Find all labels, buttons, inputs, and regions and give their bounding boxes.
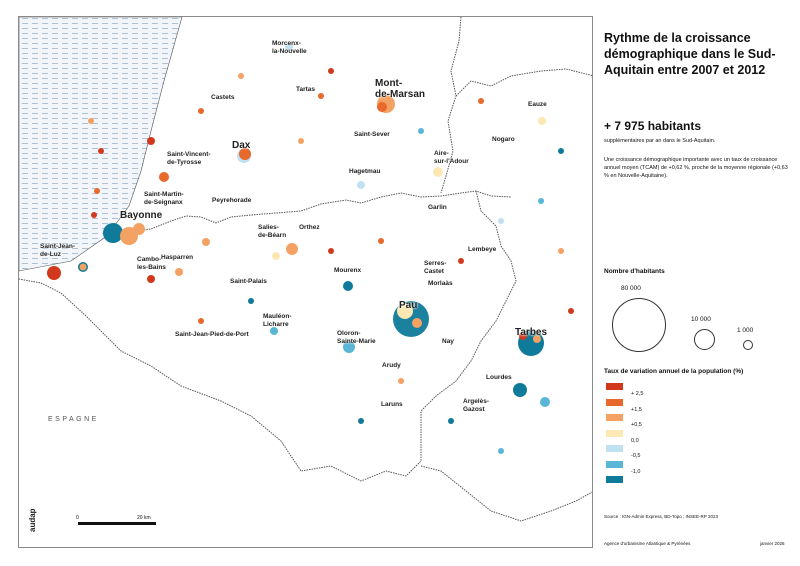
city-label: Mont- de-Marsan	[375, 78, 426, 100]
city-label: Orthez	[299, 224, 320, 231]
city-label: Salies- de-Béarn	[258, 224, 287, 239]
city-label: Argelès- Gazost	[463, 398, 490, 413]
department-boundary	[128, 190, 512, 233]
legend-color-swatch	[606, 414, 623, 421]
city-label: Bayonne	[120, 210, 163, 221]
city-label: Dax	[232, 140, 251, 151]
city-label: Saint-Palais	[230, 278, 267, 285]
city-label: Saint-Jean-Pied-de-Port	[175, 331, 249, 338]
legend-size-label-1000: 1 000	[737, 327, 754, 334]
legend-color-label: -1,0	[631, 468, 641, 475]
city-label: Pau	[399, 300, 418, 311]
legend-size-circle-1000	[743, 340, 753, 350]
city-label: Serres- Castet	[424, 260, 447, 275]
legend-color-swatch	[606, 460, 623, 468]
ocean-area	[19, 17, 183, 272]
legend-color-label: +0,5	[631, 422, 642, 428]
headline-sub: supplémentaires par an dans le Sud-Aquit…	[604, 138, 716, 144]
legend-size-circle-80000	[612, 298, 666, 352]
map-title: Rythme de la croissance démographique da…	[604, 31, 776, 77]
city-label: Mourenx	[334, 267, 362, 274]
city-label: Castets	[211, 94, 235, 101]
city-label: Lourdes	[486, 374, 512, 381]
city-label: Morcenx- la-Nouvelle	[272, 40, 307, 55]
date-note: janvier 2026	[760, 541, 785, 546]
legend-size-circle-10000	[694, 329, 715, 350]
city-label: Hagetmau	[349, 168, 381, 175]
city-label: Saint-Martin- de-Seignanx	[144, 191, 184, 206]
credit-note: Agence d'urbanisme Atlantique & Pyrénées	[604, 541, 691, 546]
scale-end-label: 20 km	[137, 515, 151, 521]
city-label: Saint-Vincent- de-Tyrosse	[167, 151, 211, 166]
description: Une croissance démographique importante …	[604, 157, 788, 179]
legend-color-label: + 2,5	[631, 391, 644, 397]
city-label: Nogaro	[492, 136, 515, 143]
legend-size-label-10000: 10 000	[691, 316, 711, 323]
legend-color-swatch	[606, 445, 623, 452]
city-label: Tarbes	[515, 327, 548, 338]
city-label: Oloron- Sainte-Marie	[337, 330, 376, 345]
city-label: Eauze	[528, 101, 547, 108]
scale-bar	[78, 522, 156, 525]
legend-color-swatch	[606, 476, 623, 483]
map-canvas	[19, 17, 592, 522]
headline-stat: + 7 975 habitants	[604, 119, 702, 133]
legend-size-label-80000: 80 000	[621, 285, 641, 292]
city-label: Saint-Sever	[354, 131, 390, 138]
city-label: Garlin	[428, 204, 447, 211]
map-frame	[18, 16, 593, 548]
city-label: Mauléon- Licharre	[263, 313, 292, 328]
city-label: Morlaàs	[428, 280, 453, 287]
legend-color-label: 0,0	[631, 437, 639, 444]
legend-color-title: Taux de variation annuel de la populatio…	[604, 368, 744, 375]
source-note: Source : IGN-Admin Express, BD-Topo ; IN…	[604, 514, 718, 519]
city-label: Peyrehorade	[212, 197, 252, 204]
city-label: Arudy	[382, 362, 401, 369]
city-label: Cambo- les-Bains	[137, 256, 166, 271]
city-label: Laruns	[381, 401, 403, 408]
audap-logo: audap	[28, 508, 37, 532]
legend-color-swatch	[606, 383, 623, 390]
city-label: Saint-Jean- de-Luz	[40, 243, 76, 258]
legend-color-swatch	[606, 429, 623, 437]
city-label: Tartas	[296, 86, 316, 93]
legend-color-label: +1,5	[631, 406, 642, 413]
legend-size-title: Nombre d'habitants	[604, 268, 665, 275]
legend-color-swatch	[606, 398, 623, 406]
city-label: Lembeye	[468, 246, 497, 253]
city-label: Nay	[442, 338, 454, 345]
country-label-espagne: ESPAGNE	[48, 416, 99, 423]
city-label: Hasparren	[161, 254, 194, 261]
population-circles	[47, 43, 574, 454]
scale-start-label: 0	[76, 515, 79, 521]
legend-color-label: -0,5	[631, 453, 641, 459]
city-label: Aire- sur-l'Adour	[434, 150, 469, 165]
